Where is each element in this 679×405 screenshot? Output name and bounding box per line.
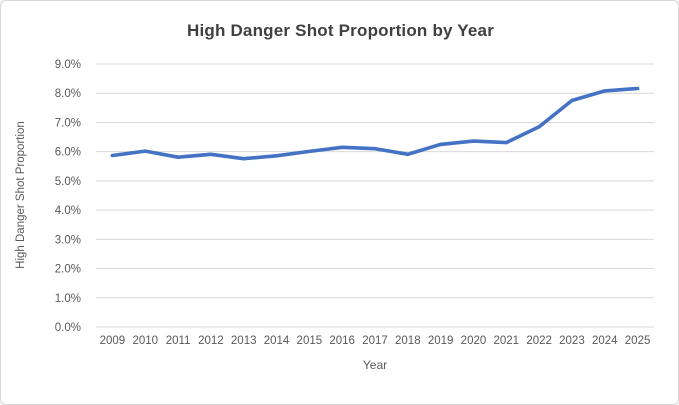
- x-tick-label: 2015: [297, 335, 323, 347]
- x-tick-label: 2010: [132, 335, 158, 347]
- y-tick-label: 6.0%: [55, 147, 81, 159]
- y-tick-label: 2.0%: [55, 264, 81, 276]
- y-tick-label: 9.0%: [55, 59, 81, 71]
- x-tick-label: 2011: [166, 335, 191, 347]
- y-tick-label: 8.0%: [55, 88, 81, 100]
- x-tick-label: 2009: [100, 335, 126, 347]
- y-tick-label: 4.0%: [55, 205, 81, 217]
- y-tick-label: 1.0%: [55, 293, 81, 305]
- y-tick-label: 0.0%: [55, 322, 81, 334]
- y-axis-title: High Danger Shot Proportion: [15, 121, 27, 269]
- x-tick-label: 2025: [625, 335, 651, 347]
- x-tick-label: 2018: [395, 335, 421, 347]
- x-tick-label: 2013: [231, 335, 257, 347]
- x-tick-label: 2020: [461, 335, 487, 347]
- y-tick-label: 3.0%: [55, 234, 81, 246]
- x-tick-label: 2016: [329, 335, 355, 347]
- x-tick-label: 2024: [592, 335, 618, 347]
- x-tick-label: 2019: [428, 335, 454, 347]
- x-tick-label: 2014: [264, 335, 290, 347]
- y-tick-label: 7.0%: [55, 117, 81, 129]
- y-tick-label: 5.0%: [55, 176, 81, 188]
- chart-title: High Danger Shot Proportion by Year: [186, 21, 495, 40]
- x-tick-label: 2022: [526, 335, 552, 347]
- x-tick-label: 2012: [198, 335, 224, 347]
- x-tick-label: 2017: [362, 335, 388, 347]
- data-series-line: [110, 86, 640, 161]
- x-tick-label: 2023: [559, 335, 585, 347]
- x-axis-title: Year: [362, 358, 388, 372]
- x-tick-label: 2021: [493, 335, 519, 347]
